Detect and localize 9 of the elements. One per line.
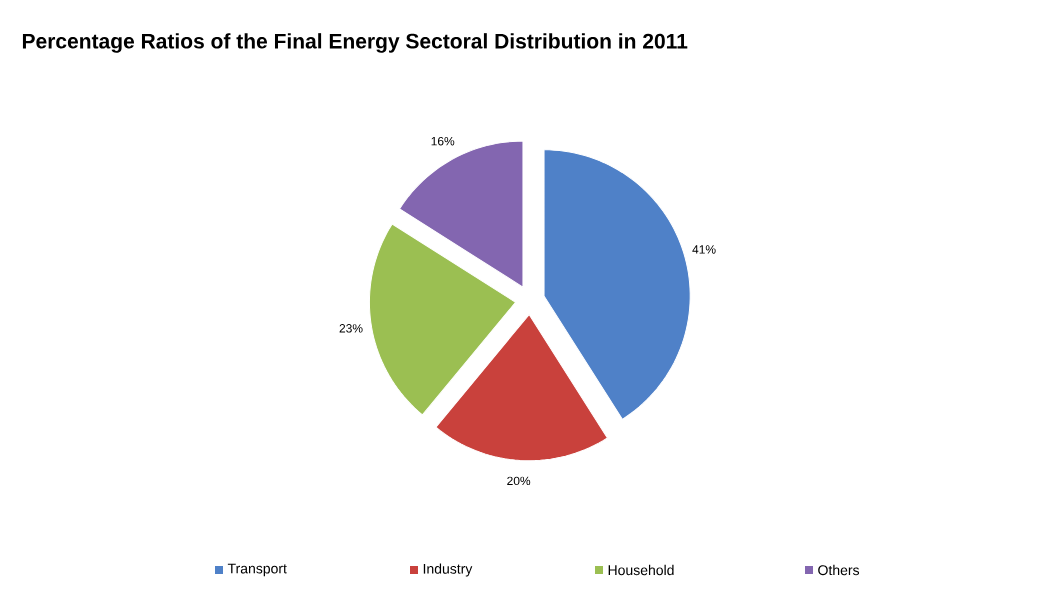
- data-label: 41%: [692, 245, 716, 254]
- data-label: 23%: [339, 324, 363, 333]
- legend-label: Transport: [227, 563, 287, 577]
- data-label: 20%: [507, 476, 531, 486]
- chart-title: Percentage Ratios of the Final Energy Sectoral Distribution in 2011: [22, 33, 688, 53]
- legend-label: Household: [608, 564, 674, 576]
- legend-label: Industry: [423, 563, 473, 577]
- legend-label: Others: [818, 564, 860, 576]
- data-label: 16%: [431, 136, 455, 146]
